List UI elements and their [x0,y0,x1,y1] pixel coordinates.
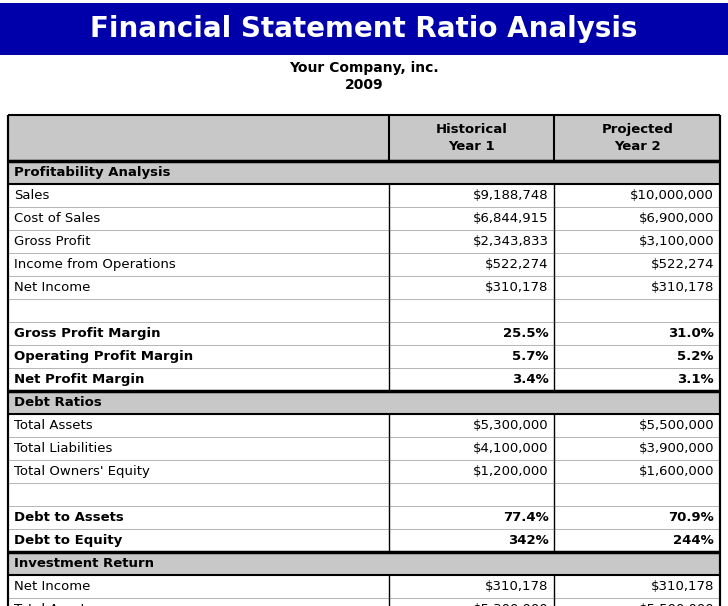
Text: $6,900,000: $6,900,000 [638,212,714,225]
Text: Operating Profit Margin: Operating Profit Margin [14,350,193,363]
Text: $5,500,000: $5,500,000 [638,603,714,606]
Bar [8,506,720,529]
Text: $310,178: $310,178 [485,580,548,593]
Text: Projected
Year 2: Projected Year 2 [601,123,673,153]
Text: Net Income: Net Income [14,281,90,294]
Text: Gross Profit: Gross Profit [14,235,90,248]
Text: $6,844,915: $6,844,915 [472,212,548,225]
Text: $310,178: $310,178 [485,281,548,294]
Text: Historical
Year 1: Historical Year 1 [436,123,507,153]
Bar [8,299,720,322]
Text: Sales: Sales [14,189,50,202]
Text: $310,178: $310,178 [651,580,714,593]
Text: $3,900,000: $3,900,000 [638,442,714,455]
Text: $5,300,000: $5,300,000 [472,603,548,606]
Text: Cost of Sales: Cost of Sales [14,212,100,225]
Text: $5,500,000: $5,500,000 [638,419,714,432]
Text: $3,100,000: $3,100,000 [638,235,714,248]
Bar [8,391,720,414]
Text: 342%: 342% [507,534,548,547]
Bar [8,460,720,483]
Text: 31.0%: 31.0% [668,327,714,340]
Bar [8,598,720,606]
Text: Financial Statement Ratio Analysis: Financial Statement Ratio Analysis [90,15,638,43]
Text: $9,188,748: $9,188,748 [472,189,548,202]
Bar [8,184,720,207]
Text: 70.9%: 70.9% [668,511,714,524]
Text: $522,274: $522,274 [485,258,548,271]
Text: Total Assets: Total Assets [14,603,92,606]
Text: Debt Ratios: Debt Ratios [14,396,102,409]
Text: $5,300,000: $5,300,000 [472,419,548,432]
Bar [8,230,720,253]
Text: $310,178: $310,178 [651,281,714,294]
Text: $1,200,000: $1,200,000 [472,465,548,478]
Text: Profitability Analysis: Profitability Analysis [14,166,170,179]
Text: Your Company, inc.: Your Company, inc. [289,61,439,75]
Bar [8,345,720,368]
Bar [8,437,720,460]
Text: $2,343,833: $2,343,833 [472,235,548,248]
Bar [8,115,720,161]
Bar [8,253,720,276]
Text: Debt to Assets: Debt to Assets [14,511,124,524]
Text: $10,000,000: $10,000,000 [630,189,714,202]
Bar [8,483,720,506]
Text: 3.4%: 3.4% [512,373,548,386]
Text: 244%: 244% [673,534,714,547]
Text: 3.1%: 3.1% [677,373,714,386]
Bar [8,276,720,299]
Text: 25.5%: 25.5% [503,327,548,340]
Text: Net Income: Net Income [14,580,90,593]
Text: Income from Operations: Income from Operations [14,258,175,271]
Text: Gross Profit Margin: Gross Profit Margin [14,327,160,340]
Text: Total Owners' Equity: Total Owners' Equity [14,465,150,478]
Text: Total Assets: Total Assets [14,419,92,432]
Text: $4,100,000: $4,100,000 [473,442,548,455]
Bar [8,414,720,437]
Text: Debt to Equity: Debt to Equity [14,534,122,547]
Bar [8,368,720,391]
Bar [8,529,720,552]
Text: 77.4%: 77.4% [503,511,548,524]
Text: $1,600,000: $1,600,000 [638,465,714,478]
Text: 5.2%: 5.2% [678,350,714,363]
Bar [8,552,720,575]
Text: 5.7%: 5.7% [512,350,548,363]
Bar [8,322,720,345]
Bar [8,575,720,598]
Text: 2009: 2009 [344,78,384,92]
Text: Investment Return: Investment Return [14,557,154,570]
Bar [0,3,728,55]
Text: $522,274: $522,274 [651,258,714,271]
Bar [8,161,720,184]
Text: Net Profit Margin: Net Profit Margin [14,373,144,386]
Text: Total Liabilities: Total Liabilities [14,442,112,455]
Bar [8,207,720,230]
